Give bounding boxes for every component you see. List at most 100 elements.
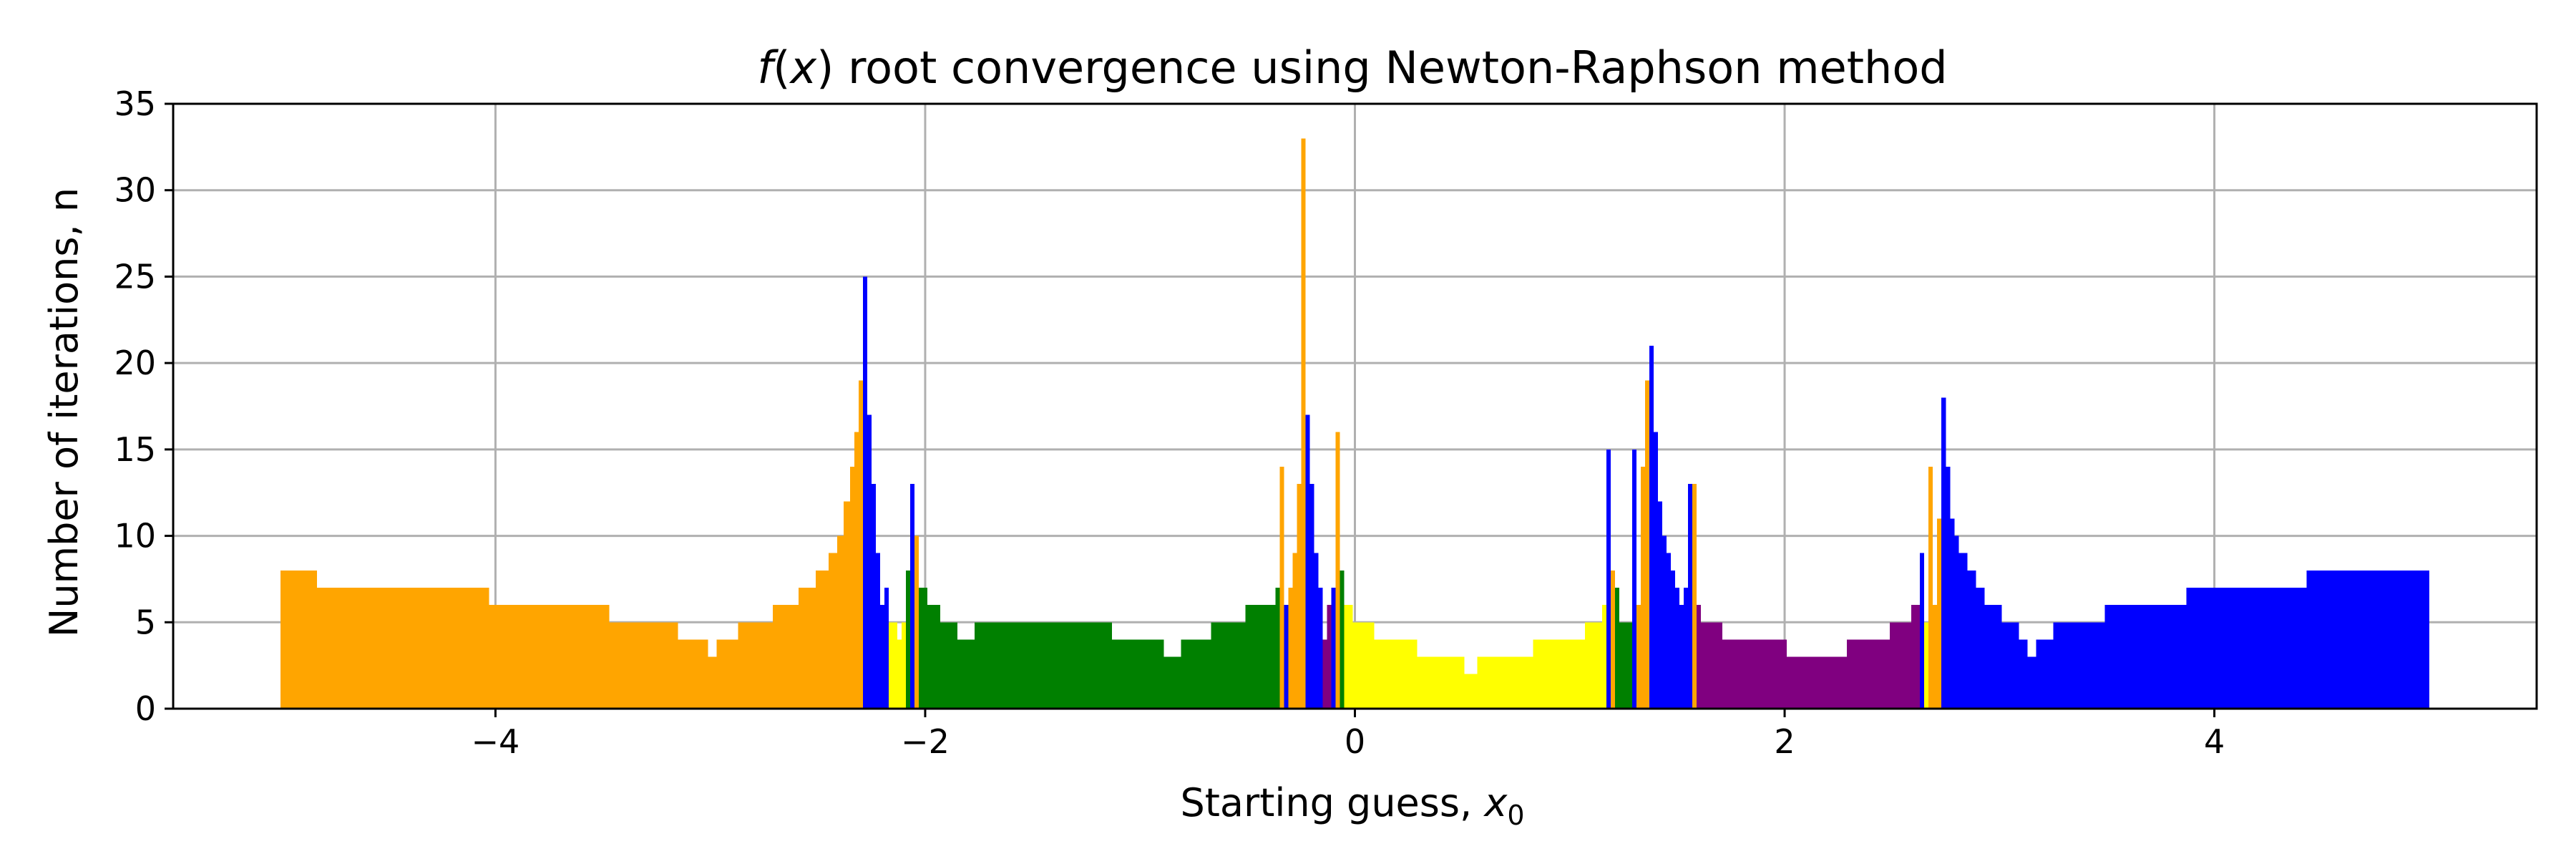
y-tick-label: 35 [114, 84, 156, 123]
bar-green [918, 588, 927, 709]
bar-orange [858, 380, 863, 709]
bar-yellow [1924, 622, 1929, 709]
bar-blue [2053, 622, 2105, 709]
bar-blue [1984, 605, 2002, 709]
bar-blue [1606, 449, 1611, 709]
bar-orange [1937, 518, 1942, 709]
bar-blue [884, 588, 889, 709]
bar-orange [1933, 605, 1938, 709]
bar-orange [914, 535, 919, 709]
bar-purple [1327, 605, 1332, 709]
bar-yellow [897, 639, 902, 709]
bar-blue [1976, 588, 1985, 709]
bar-blue [2306, 570, 2429, 709]
bar-blue [1331, 588, 1336, 709]
bar-green [1619, 622, 1632, 709]
bar-blue [879, 605, 884, 709]
bar-blue [1631, 449, 1636, 709]
x-tick-label: 0 [1345, 722, 1365, 761]
bar-green [905, 570, 910, 709]
bar-orange [1610, 570, 1615, 709]
bar-green [1275, 588, 1280, 709]
y-tick-label: 10 [114, 517, 156, 555]
bar-yellow [1584, 622, 1602, 709]
y-axis-label: Number of iterations, n [42, 188, 87, 637]
bar-yellow [1601, 605, 1606, 709]
y-tick-label: 30 [114, 171, 156, 210]
bar-blue [1318, 588, 1323, 709]
bar-green [927, 605, 940, 709]
bar-blue [1967, 570, 1976, 709]
bar-green [1181, 639, 1211, 709]
bar-orange [280, 570, 318, 709]
bar-yellow [1464, 674, 1478, 709]
bar-orange [708, 656, 717, 709]
bar-yellow [1374, 639, 1418, 709]
bar-green [1163, 656, 1181, 709]
bar-blue [1946, 467, 1951, 709]
bar-blue [871, 484, 876, 709]
bar-orange [1692, 484, 1697, 709]
bar-orange [849, 467, 854, 709]
bar-yellow [888, 622, 897, 709]
bar-green [1340, 570, 1345, 709]
bar-blue [1314, 553, 1319, 709]
bar-orange [489, 605, 610, 709]
bar-yellow [1533, 639, 1585, 709]
bar-orange [1279, 467, 1284, 709]
bar-blue [1662, 535, 1667, 709]
bar-yellow [1477, 656, 1533, 709]
x-tick-label: 2 [1774, 722, 1795, 761]
y-tick-label: 25 [114, 257, 156, 296]
bar-blue [1657, 501, 1662, 709]
bar-blue [1954, 535, 1959, 709]
bar-blue [1941, 397, 1946, 709]
bar-orange [854, 432, 859, 709]
axis-ticks: −4 −2 0 2 4 0 5 10 15 20 25 30 35 [114, 84, 2225, 761]
x-axis-label: Starting guess, x0 [1180, 780, 1524, 831]
bar-blue [875, 553, 880, 709]
bar-green [957, 639, 975, 709]
x-tick-label: −2 [901, 722, 950, 761]
bar-blue [1679, 605, 1684, 709]
bar-green [975, 622, 1113, 709]
bar-purple [1696, 605, 1701, 709]
bar-blue [867, 414, 872, 709]
bar-blue [862, 276, 867, 709]
bar-blue [1950, 518, 1955, 709]
bar-purple [1890, 622, 1912, 709]
bar-orange [609, 622, 678, 709]
bar-blue [2186, 588, 2307, 709]
bar-orange [716, 639, 738, 709]
bar-yellow [1417, 656, 1465, 709]
bar-orange [1928, 467, 1933, 709]
bar-orange [843, 501, 850, 709]
bar-green [940, 622, 957, 709]
bar-orange [1335, 432, 1340, 709]
y-tick-label: 15 [114, 430, 156, 469]
y-tick-label: 0 [135, 689, 156, 728]
bar-blue [1687, 484, 1692, 709]
bar-blue [1683, 588, 1688, 709]
bar-blue [1309, 484, 1314, 709]
bar-orange [836, 535, 844, 709]
bar-blue [1666, 553, 1671, 709]
bar-blue [1674, 588, 1679, 709]
bar-green [1614, 588, 1619, 709]
bar-blue [1670, 570, 1675, 709]
bar-orange [1297, 484, 1302, 709]
bar-blue [2001, 622, 2019, 709]
bar-blue [1305, 414, 1310, 709]
bar-orange [1636, 605, 1641, 709]
bar-orange [815, 570, 829, 709]
y-tick-label: 20 [114, 344, 156, 382]
bar-yellow [1344, 605, 1353, 709]
bar-purple [1911, 605, 1921, 709]
bar-orange [1640, 467, 1645, 709]
bar-blue [1920, 553, 1925, 709]
bar-orange [772, 605, 799, 709]
bar-blue [1653, 432, 1658, 709]
bar-purple [1787, 656, 1848, 709]
